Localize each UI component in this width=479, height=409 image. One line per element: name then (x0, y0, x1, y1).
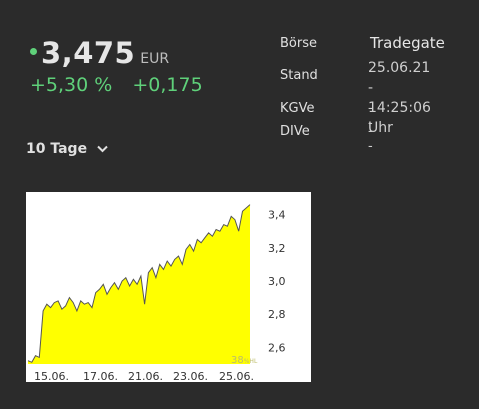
price-row: 3,475 EUR (30, 36, 203, 70)
time-range-label: 10 Tage (26, 141, 88, 157)
y-tick-label: 3,0 (268, 275, 286, 288)
percent-hl-suffix: %HL (244, 358, 258, 365)
boerse-value: Tradegate (370, 34, 445, 52)
price-area (28, 204, 250, 364)
stand-date: 25.06.21 - (368, 60, 431, 96)
x-tick-label: 23.06. (173, 370, 208, 382)
price: 3,475 (41, 36, 136, 70)
y-tick-label: 3,4 (268, 209, 286, 222)
x-tick-label: 17.06. (83, 370, 118, 382)
price-change: +5,30 % +0,175 (30, 74, 203, 96)
y-tick-label: 2,6 (268, 341, 286, 354)
price-chart-svg: 3,4 3,2 3,0 2,8 2,6 15.06. 17.06. 21.06. 23.06.… (27, 204, 286, 382)
x-tick-label: 21.06. (128, 370, 163, 382)
dive-label: DIVe (280, 124, 310, 139)
chevron-down-icon (97, 145, 108, 153)
percent-hl-watermark: 38%HL (231, 355, 258, 366)
kgve-label: KGVe (280, 101, 315, 116)
change-absolute: +0,175 (132, 74, 203, 96)
price-line (27, 204, 251, 363)
y-tick-label: 2,8 (268, 308, 286, 321)
stand-time: 14:25:06 Uhr (368, 100, 431, 136)
stand-label: Stand (280, 68, 318, 83)
x-tick-label: 15.06. (34, 370, 69, 382)
quote-header: 3,475 EUR +5,30 % +0,175 (30, 36, 203, 96)
change-percent: +5,30 % (30, 74, 113, 96)
live-indicator-icon (30, 48, 37, 55)
y-tick-label: 3,2 (268, 242, 286, 255)
price-chart: 3,4 3,2 3,0 2,8 2,6 15.06. 17.06. 21.06. 23.06.… (26, 192, 311, 382)
currency: EUR (140, 51, 170, 67)
dive-value: -- (368, 124, 373, 154)
x-tick-label: 25.06. (219, 370, 254, 382)
kgve-value: -- (368, 101, 373, 131)
stand-value: 25.06.21 - 14:25:06 Uhr (368, 58, 431, 138)
boerse-label: Börse (280, 36, 317, 51)
time-range-dropdown[interactable]: 10 Tage (26, 141, 108, 157)
